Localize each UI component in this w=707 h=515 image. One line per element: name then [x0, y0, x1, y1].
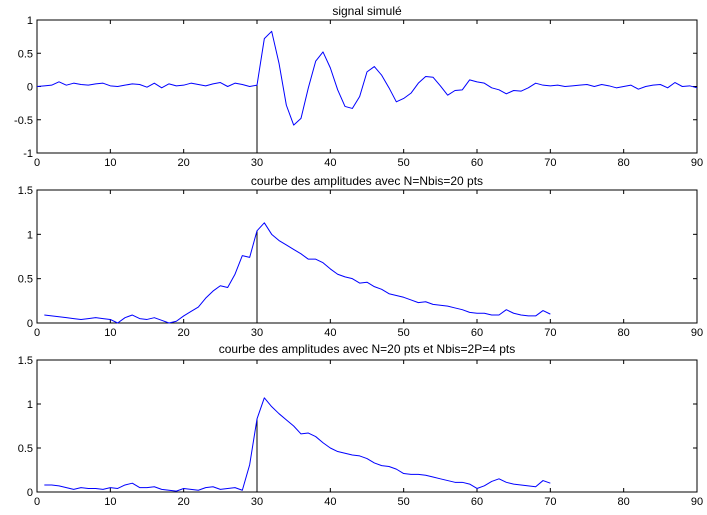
y-tick-label: -1 — [23, 148, 33, 160]
x-tick-label: 30 — [251, 157, 263, 169]
x-tick-label: 40 — [324, 157, 336, 169]
y-tick-label: 0.5 — [18, 274, 33, 286]
series-line-1 — [44, 397, 551, 492]
y-tick-label: 1 — [27, 399, 33, 411]
x-tick-label: 40 — [324, 496, 336, 508]
y-tick-label: 0 — [27, 318, 33, 330]
x-tick-label: 30 — [251, 327, 263, 339]
y-tick-label: -0.5 — [14, 115, 33, 127]
x-tick-label: 90 — [691, 327, 703, 339]
x-tick-label: 60 — [471, 327, 483, 339]
chart-title: courbe des amplitudes avec N=20 pts et N… — [219, 342, 516, 356]
x-tick-label: 40 — [324, 327, 336, 339]
x-tick-label: 20 — [178, 157, 190, 169]
x-tick-label: 10 — [104, 157, 116, 169]
y-tick-label: 0 — [27, 487, 33, 499]
x-tick-label: 80 — [618, 327, 630, 339]
x-tick-label: 30 — [251, 496, 263, 508]
plot-frame — [36, 359, 698, 493]
x-tick-label: 70 — [544, 327, 556, 339]
y-tick-label: 1 — [27, 15, 33, 27]
chart-title: signal simulé — [332, 4, 402, 18]
x-tick-label: 0 — [34, 327, 40, 339]
y-tick-label: 0.5 — [18, 48, 33, 60]
x-tick-label: 10 — [104, 496, 116, 508]
x-tick-label: 70 — [544, 157, 556, 169]
x-tick-label: 50 — [398, 157, 410, 169]
x-tick-label: 10 — [104, 327, 116, 339]
y-tick-label: 1 — [27, 229, 33, 241]
y-tick-label: 0.5 — [18, 443, 33, 455]
x-tick-label: 80 — [618, 157, 630, 169]
x-tick-label: 90 — [691, 157, 703, 169]
y-tick-label: 0 — [27, 82, 33, 94]
x-tick-label: 60 — [471, 496, 483, 508]
y-tick-label: 1.5 — [18, 185, 33, 197]
x-tick-label: 50 — [398, 496, 410, 508]
chart-panel-1: signal simulé 0 10 20 30 40 50 60 70 80 90 -1 -0.5 0 0… — [14, 4, 703, 169]
x-tick-label: 0 — [34, 496, 40, 508]
x-tick-label: 0 — [34, 157, 40, 169]
chart-panel-2: courbe des amplitudes avec N=Nbis=20 pts… — [18, 174, 703, 339]
plot-frame — [36, 189, 698, 324]
chart-panel-3: courbe des amplitudes avec N=20 pts et N… — [18, 342, 703, 508]
x-tick-label: 20 — [178, 327, 190, 339]
x-tick-label: 90 — [691, 496, 703, 508]
series-line-1 — [44, 222, 551, 324]
series-line-1 — [36, 30, 698, 126]
y-tick-label: 1.5 — [18, 355, 33, 367]
x-tick-label: 50 — [398, 327, 410, 339]
x-tick-label: 80 — [618, 496, 630, 508]
x-tick-label: 60 — [471, 157, 483, 169]
x-tick-label: 70 — [544, 496, 556, 508]
plot-frame — [36, 19, 698, 154]
x-tick-label: 20 — [178, 496, 190, 508]
chart-title: courbe des amplitudes avec N=Nbis=20 pts — [251, 174, 483, 188]
